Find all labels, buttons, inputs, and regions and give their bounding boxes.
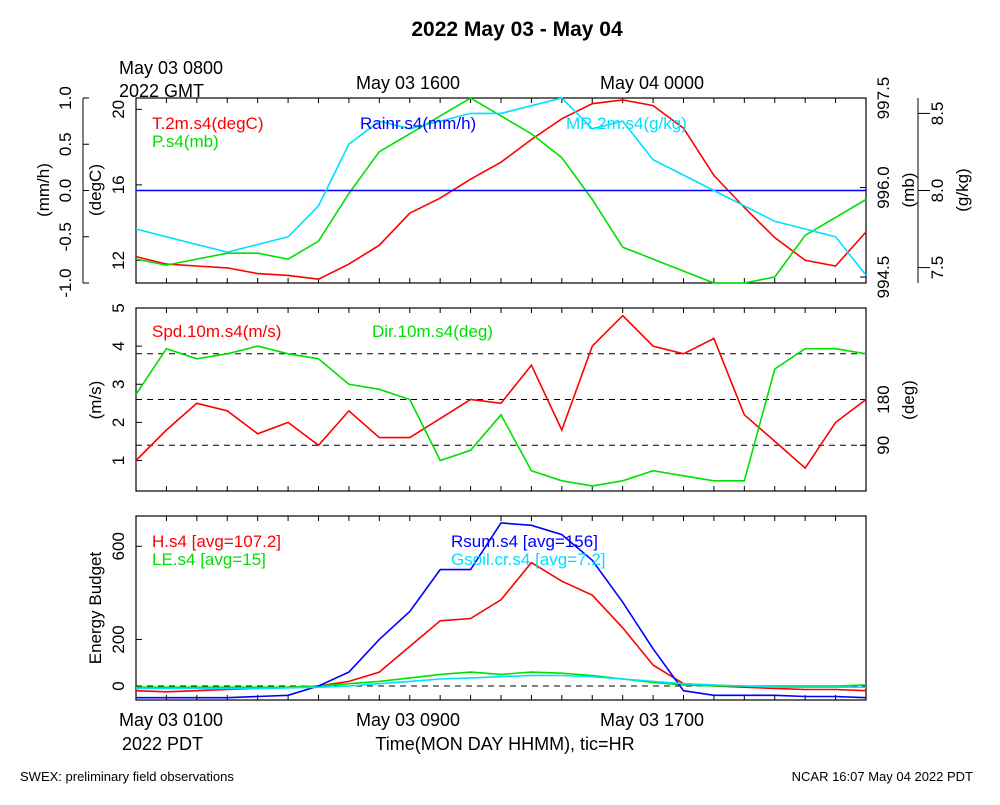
series-line-dir-10m-s4-deg- xyxy=(135,345,867,487)
legend-temperature: T.2m.s4(degC) xyxy=(152,114,263,133)
chart-title: 2022 May 03 - May 04 xyxy=(411,18,623,41)
legend-rain-rate: Rainr.s4(mm/h) xyxy=(360,114,476,133)
bottom-time-label-1a: May 03 0100 xyxy=(119,710,223,730)
top-time-label-1b: 2022 GMT xyxy=(119,81,204,101)
gkg-axis-label: (g/kg) xyxy=(953,168,972,211)
series-line-p-s4-mb- xyxy=(135,97,867,284)
direction-tick-label: 90 xyxy=(874,436,893,455)
footer-right: NCAR 16:07 May 04 2022 PDT xyxy=(792,769,973,784)
speed-tick-label: 4 xyxy=(109,341,128,350)
footer-left: SWEX: preliminary field observations xyxy=(20,769,234,784)
speed-tick-label: 2 xyxy=(109,418,128,427)
gkg-tick-label: 8.0 xyxy=(928,179,947,203)
gkg-tick-label: 8.5 xyxy=(928,102,947,126)
mmh-tick-label: 1.0 xyxy=(56,86,75,110)
top-time-label-3: May 04 0000 xyxy=(600,73,704,93)
mb-tick-label: 997.5 xyxy=(874,77,893,120)
legend-sensible-heat: H.s4 [avg=107.2] xyxy=(152,532,281,551)
legend-pressure: P.s4(mb) xyxy=(152,132,219,151)
speed-tick-label: 1 xyxy=(109,456,128,465)
series-line-spd-10m-s4-m-s- xyxy=(135,314,867,470)
speed-tick-label: 5 xyxy=(109,303,128,312)
legend-wind-speed: Spd.10m.s4(m/s) xyxy=(152,322,281,341)
speed-tick-label: 3 xyxy=(109,380,128,389)
mmh-tick-label: -1.0 xyxy=(56,268,75,297)
mb-tick-label: 994.5 xyxy=(874,256,893,299)
degc-axis-label: (degC) xyxy=(86,164,105,216)
bottom-time-label-3: May 03 1700 xyxy=(600,710,704,730)
mb-tick-label: 996.0 xyxy=(874,166,893,209)
mmh-tick-label: -0.5 xyxy=(56,222,75,251)
mmh-tick-label: 0.5 xyxy=(56,132,75,156)
direction-tick-label: 180 xyxy=(874,385,893,413)
degc-tick-label: 20 xyxy=(109,100,128,119)
x-axis-label: Time(MON DAY HHMM), tic=HR xyxy=(375,734,634,754)
mmh-axis-label: (mm/h) xyxy=(34,163,53,217)
series-line-rsum-s4-avg-156- xyxy=(136,522,867,699)
degc-tick-label: 12 xyxy=(109,251,128,270)
legend-mixing-ratio: MR.2m.s4(g/kg) xyxy=(566,114,687,133)
top-time-label-1a: May 03 0800 xyxy=(119,58,223,78)
energy-axis-label: Energy Budget xyxy=(86,551,105,664)
series-line-le-s4-avg-15- xyxy=(136,671,867,689)
mmh-tick-label: 0.0 xyxy=(56,179,75,203)
bottom-time-label-2: May 03 0900 xyxy=(356,710,460,730)
wind-panel: 1 2 3 4 5 (m/s) 90 180 (deg) Spd.10m.s4(m/s) Dir.1… xyxy=(86,303,918,492)
direction-axis-label: (deg) xyxy=(899,380,918,420)
energy-tick-label: 200 xyxy=(109,625,128,653)
speed-axis-label: (m/s) xyxy=(86,381,105,420)
series-line-gsoil-cr-s4-avg-7-2- xyxy=(136,674,866,690)
series-line-h-s4-avg-107-2- xyxy=(135,561,867,693)
temperature-pressure-panel: -1.0 -0.5 0.0 0.5 1.0 (mm/h) 12 16 20 (degC) 994.5… xyxy=(34,77,972,299)
energy-tick-label: 0 xyxy=(109,681,128,690)
degc-tick-label: 16 xyxy=(109,175,128,194)
mb-axis-label: (mb) xyxy=(899,173,918,208)
legend-soil-heat: Gsoil.cr.s4 [avg=7.2] xyxy=(451,550,606,569)
legend-net-radiation: Rsum.s4 [avg=156] xyxy=(451,532,598,551)
legend-latent-heat: LE.s4 [avg=15] xyxy=(152,550,266,569)
top-time-label-2: May 03 1600 xyxy=(356,73,460,93)
energy-tick-label: 600 xyxy=(109,532,128,560)
gkg-tick-label: 7.5 xyxy=(928,256,947,280)
series-line-mr-2m-s4-g-kg- xyxy=(135,97,867,276)
series-line-t-2m-s4-degc- xyxy=(135,99,867,281)
bottom-time-label-1b: 2022 PDT xyxy=(122,734,203,754)
legend-wind-direction: Dir.10m.s4(deg) xyxy=(372,322,493,341)
